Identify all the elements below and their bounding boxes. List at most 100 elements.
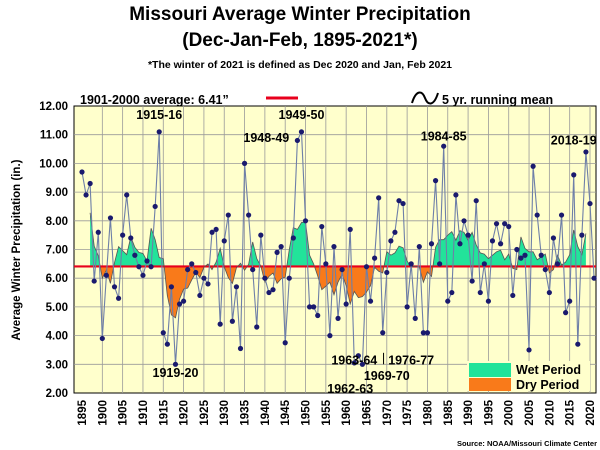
data-point [286, 275, 292, 281]
data-point [197, 292, 203, 299]
wet-period-label: Wet Period [516, 363, 581, 377]
gridlines [74, 106, 596, 393]
data-point [522, 252, 528, 258]
data-point [392, 229, 398, 235]
dry-period-fill [100, 266, 114, 284]
data-point [221, 238, 227, 244]
data-point [107, 215, 114, 221]
y-tick-label: 5.00 [46, 302, 68, 314]
data-point [432, 178, 439, 184]
x-tick-label: 1945 [280, 399, 292, 425]
dry-period-swatch [469, 378, 511, 391]
data-point [571, 172, 577, 178]
data-point [420, 330, 426, 336]
x-tick-label: 2005 [524, 399, 536, 425]
data-point [534, 212, 540, 218]
chart-subtitle: (Dec-Jan-Feb, 1895-2021*) [182, 30, 418, 51]
data-point [164, 341, 170, 347]
y-axis-label: Average Winter Precipitation (in.) [11, 159, 23, 340]
data-point [343, 301, 349, 307]
x-tick-label: 1905 [118, 399, 130, 425]
data-point [538, 252, 544, 258]
y-tick-label: 7.00 [46, 245, 68, 257]
data-point [205, 281, 211, 287]
wet-period-fill [432, 230, 513, 267]
data-point [384, 269, 390, 276]
data-point [87, 180, 93, 187]
average-legend-label: 1901-2000 average: 6.41” [80, 93, 229, 107]
data-point [583, 149, 589, 155]
y-tick-label: 9.00 [46, 187, 68, 199]
x-tick-label: 2020 [585, 400, 597, 426]
x-tick-label: 1960 [341, 400, 353, 426]
x-tick-label: 2000 [504, 400, 516, 426]
data-point [103, 272, 109, 278]
data-point [550, 235, 557, 241]
data-point [453, 192, 459, 198]
x-tick-label: 1995 [483, 399, 495, 425]
data-point [351, 360, 357, 366]
wet-period-fill [554, 230, 586, 267]
data-point [327, 333, 333, 339]
y-tick-label: 11.00 [40, 130, 68, 142]
chart-note: *The winter of 2021 is defined as Dec 20… [147, 59, 453, 71]
data-point [270, 287, 276, 293]
x-tick-label: 1910 [138, 400, 150, 426]
data-point [189, 261, 195, 267]
data-point [233, 284, 240, 290]
data-point [193, 269, 199, 276]
annotation-label: 1949-50 [279, 108, 325, 122]
x-tick-label: 1915 [158, 399, 170, 425]
data-point [396, 198, 402, 204]
data-point [485, 298, 491, 304]
data-point [274, 249, 280, 255]
x-tick-label: 1970 [382, 400, 394, 426]
data-point [99, 335, 105, 342]
annotation-label: 2018-19 [551, 134, 597, 148]
data-point [160, 330, 166, 336]
data-point [79, 169, 85, 175]
y-tick-label: 4.00 [46, 331, 68, 343]
data-point [91, 278, 97, 284]
data-point [152, 203, 158, 210]
data-point [181, 298, 187, 304]
x-axis: 1895 1900 1905 1910 1915 1920 1925 1930 1935 1940… [77, 399, 597, 425]
data-point [579, 232, 585, 238]
data-point [457, 241, 463, 247]
annotation-label: 1915-16 [136, 108, 182, 122]
x-tick-label: 1975 [402, 399, 414, 425]
data-point [132, 252, 138, 258]
data-point [367, 298, 374, 304]
x-tick-label: 1940 [260, 400, 272, 426]
fill-legend: Wet Period Dry Period [467, 361, 590, 392]
x-tick-label: 1895 [77, 399, 89, 425]
dry-period-label: Dry Period [516, 378, 579, 392]
data-point [136, 264, 142, 270]
data-point [319, 223, 325, 230]
data-point [408, 261, 414, 267]
data-point [115, 295, 122, 301]
annotation-label: 1976-77 [388, 353, 434, 367]
data-point [185, 266, 191, 273]
data-point [359, 361, 366, 367]
data-point [120, 232, 126, 238]
dry-period-fill [164, 266, 205, 318]
data-point [144, 258, 150, 264]
y-tick-label: 3.00 [46, 359, 68, 371]
data-point [554, 261, 561, 267]
data-point [229, 318, 235, 324]
data-point [95, 229, 101, 235]
data-point [217, 321, 223, 327]
data-point [250, 266, 256, 273]
data-point [290, 235, 296, 241]
x-tick-label: 1955 [321, 399, 333, 425]
y-axis: 2.00 3.00 4.00 5.00 6.00 7.00 8.00 9.00 10.00 11.… [39, 101, 68, 400]
x-tick-label: 1990 [463, 400, 475, 426]
data-point [493, 221, 500, 227]
data-point [372, 255, 378, 261]
x-tick-label: 1980 [422, 400, 434, 426]
y-tick-label: 6.00 [46, 273, 68, 285]
data-point [412, 315, 418, 321]
data-point [111, 284, 118, 290]
data-point [388, 238, 394, 244]
